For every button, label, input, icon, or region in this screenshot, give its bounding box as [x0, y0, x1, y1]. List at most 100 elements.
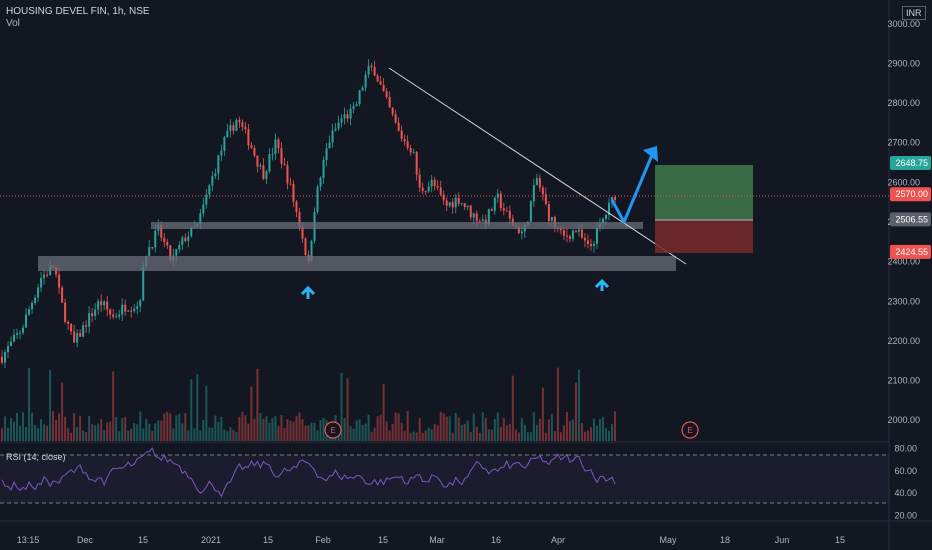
candle-body: [418, 174, 421, 188]
candle-body: [469, 205, 472, 218]
candle-body: [373, 66, 376, 76]
volume-bar: [172, 428, 175, 441]
candle-body: [340, 118, 343, 123]
volume-bar: [58, 413, 61, 441]
candle-body: [547, 204, 550, 221]
volume-bar: [520, 418, 523, 441]
candle-body: [139, 300, 142, 307]
volume-bar: [439, 411, 442, 441]
lower-support-zone[interactable]: [38, 256, 676, 271]
earnings-marker-1[interactable]: E: [324, 421, 342, 439]
candle-body: [217, 155, 220, 174]
volume-bar: [553, 430, 556, 441]
volume-bar: [100, 419, 103, 441]
time-tick-label: Mar: [429, 535, 445, 545]
volume-bar: [385, 421, 388, 441]
candle-body: [187, 236, 190, 241]
volume-bar: [256, 368, 259, 441]
upper-support-zone[interactable]: [151, 222, 643, 229]
volume-bar: [565, 411, 568, 441]
candle-body: [232, 125, 235, 131]
rsi-indicator-label[interactable]: RSI (14, close): [6, 452, 66, 462]
volume-bar: [481, 412, 484, 441]
volume-bars: [1, 367, 616, 441]
candle-body: [439, 187, 442, 195]
candle-body: [100, 301, 103, 306]
volume-bar: [259, 413, 262, 441]
currency-badge[interactable]: INR: [902, 6, 926, 20]
candle-body: [223, 137, 226, 151]
candle-body: [394, 114, 397, 123]
volume-bar: [493, 419, 496, 441]
volume-bar: [436, 425, 439, 441]
time-tick-label: Apr: [551, 535, 565, 545]
volume-bar: [232, 429, 235, 441]
candle-body: [25, 314, 28, 328]
candle-body: [614, 196, 616, 200]
candle-body: [163, 237, 166, 242]
candle-body: [109, 309, 112, 315]
candle-body: [226, 130, 229, 138]
earnings-marker-2[interactable]: E: [681, 421, 699, 439]
price-tick-label: 2300.00: [887, 296, 920, 306]
candle-body: [229, 125, 232, 131]
volume-bar: [157, 420, 160, 441]
candle-body: [298, 212, 301, 227]
volume-bar: [574, 382, 577, 441]
volume-bar: [307, 425, 310, 441]
volume-bar: [133, 422, 136, 441]
price-tick-label: 2000.00: [887, 415, 920, 425]
candle-body: [280, 148, 283, 164]
candle-body: [97, 301, 100, 310]
stop-zone[interactable]: [655, 220, 753, 253]
candle-body: [283, 163, 286, 166]
projection-arrow[interactable]: [610, 154, 654, 224]
time-tick-label: Feb: [315, 535, 331, 545]
rsi-tick-label: 60.00: [894, 466, 917, 476]
time-tick-label: 15: [378, 535, 388, 545]
volume-bar: [409, 432, 412, 441]
volume-bar: [25, 426, 28, 441]
volume-bar: [538, 418, 541, 441]
candle-body: [190, 226, 193, 237]
volume-bar: [97, 423, 100, 441]
volume-bar: [370, 431, 373, 441]
target-zone[interactable]: [655, 165, 753, 220]
candle-body: [433, 179, 436, 186]
volume-bar: [196, 374, 199, 441]
candle-body: [178, 245, 181, 250]
candle-body: [316, 186, 319, 213]
descending-trendline[interactable]: [388, 67, 687, 265]
candle-body: [466, 205, 469, 208]
candle-body: [94, 309, 97, 316]
candle-body: [85, 325, 88, 327]
rsi-axis[interactable]: 80.00 60.00 40.00 20.00: [894, 444, 917, 521]
volume-bar: [301, 419, 304, 441]
volume-bar: [175, 415, 178, 441]
price-axis[interactable]: 3000.002900.002800.002700.002600.002500.…: [887, 19, 920, 425]
symbol-title[interactable]: HOUSING DEVEL FIN, 1h, NSE: [6, 6, 150, 17]
volume-bar: [466, 420, 469, 441]
candle-body: [382, 84, 385, 92]
volume-bar: [373, 427, 376, 441]
volume-bar: [22, 412, 25, 441]
candle-body: [247, 129, 250, 146]
candle-body: [10, 341, 13, 347]
volume-bar: [415, 432, 418, 441]
time-tick-label: 15: [263, 535, 273, 545]
volume-bar: [211, 427, 214, 441]
candle-body: [535, 178, 538, 186]
candle-body: [574, 230, 577, 232]
candle-body: [607, 202, 610, 215]
candle-body: [1, 356, 3, 363]
volume-label[interactable]: Vol: [6, 18, 20, 29]
price-label-text: 2570.00: [895, 189, 928, 199]
candle-body: [403, 138, 406, 142]
time-tick-label: 16: [491, 535, 501, 545]
candle-body: [577, 229, 580, 232]
volume-bar: [532, 412, 535, 441]
time-axis[interactable]: 13:15 Dec 15 2021 15 Feb 15 Mar 16 Apr May 18 Jun 15: [17, 535, 845, 545]
candle-body: [370, 65, 373, 67]
volume-bar: [586, 430, 589, 441]
